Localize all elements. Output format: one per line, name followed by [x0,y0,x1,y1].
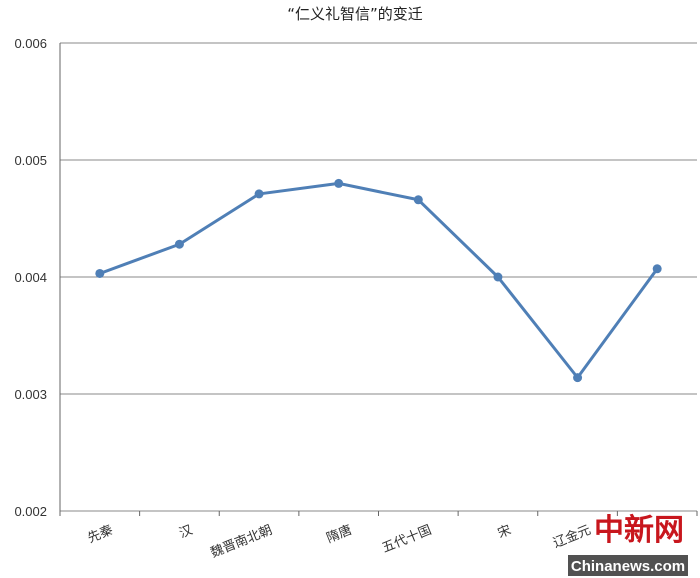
x-tick-label: 宋 [496,523,514,542]
chart-title: “仁义礼智信”的变迁 [287,5,423,23]
x-tick-label: 先秦 [86,523,116,547]
y-axis-ticks: 0.002 0.003 0.004 0.005 0.006 [14,36,47,519]
series-layer [95,178,662,383]
gridlines [59,42,698,516]
data-point [573,373,583,383]
data-point [334,178,344,188]
x-tick-label: 汉 [177,523,195,542]
watermark-logo: 中新网 Chinanews.com [568,513,688,576]
y-tick-label: 0.005 [14,153,47,168]
watermark-en-text: Chinanews.com [571,558,685,575]
y-tick-label: 0.006 [14,36,47,51]
data-point [254,189,264,199]
watermark-cn-text: 中新网 [594,513,684,548]
y-tick-label: 0.003 [14,387,47,402]
y-tick-label: 0.002 [14,504,47,519]
watermark-en-background [568,555,688,576]
data-point [493,272,503,282]
x-tick-label: 魏晋南北朝 [208,522,274,561]
x-axis-ticks: 先秦 汉魏晋南北朝 隋唐 五代十国 宋 辽金元 [86,522,593,561]
x-tick-label: 辽金元 [551,522,593,551]
data-point [652,264,662,274]
series-line [98,181,659,380]
data-point [95,268,105,278]
y-tick-label: 0.004 [14,270,47,285]
data-point [174,239,184,249]
x-tick-label: 隋唐 [324,522,354,547]
x-tick-label: 五代十国 [380,523,434,556]
data-point [413,195,423,205]
